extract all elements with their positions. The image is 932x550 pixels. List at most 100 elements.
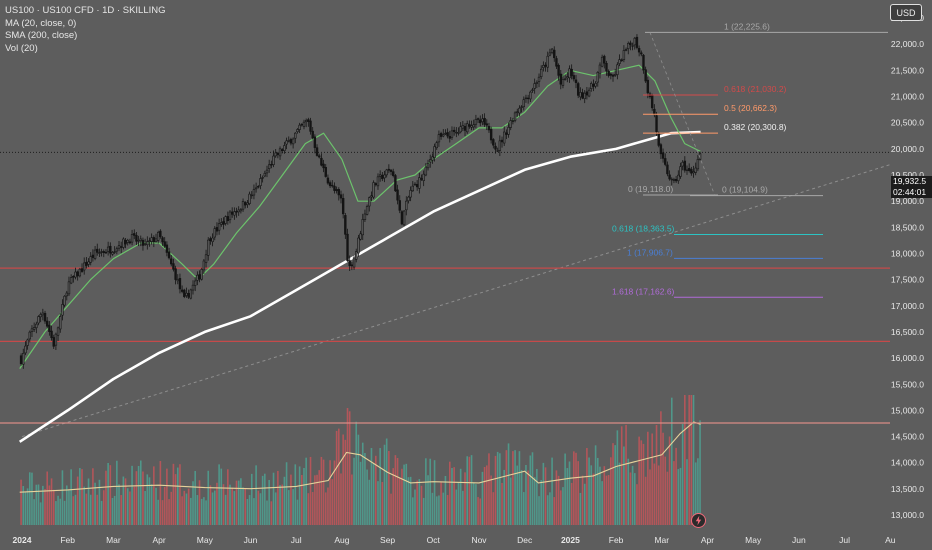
volume-bar	[536, 468, 538, 525]
candle-body	[359, 233, 362, 240]
volume-bar	[525, 464, 527, 525]
candle-body	[19, 355, 23, 365]
volume-bar	[179, 464, 181, 525]
volume-bar	[666, 471, 669, 525]
volume-bar	[518, 451, 521, 525]
candle-body	[629, 42, 632, 45]
candle-body	[594, 82, 597, 87]
volume-bar	[425, 458, 427, 525]
candle-body	[161, 237, 164, 243]
candle-body	[507, 127, 510, 135]
candle-body	[309, 120, 312, 132]
time-tick-label: Mar	[106, 535, 121, 545]
candle-body	[235, 211, 238, 213]
time-tick-label: Nov	[471, 535, 487, 545]
volume-bar	[664, 456, 667, 525]
volume-bar	[388, 450, 390, 525]
volume-bar	[359, 461, 362, 525]
volume-bar	[575, 452, 577, 525]
candle-body	[381, 174, 384, 180]
volume-bar	[211, 492, 214, 525]
candle-body	[178, 278, 182, 290]
volume-bar	[505, 450, 508, 525]
volume-bar	[427, 475, 429, 525]
volume-bar	[355, 421, 358, 525]
volume-bar	[540, 480, 542, 525]
price-tick-label: 18,500.0	[891, 222, 924, 232]
candle-body	[679, 166, 682, 177]
currency-button[interactable]: USD	[890, 4, 922, 21]
volume-bar	[42, 485, 44, 525]
candle-body	[433, 146, 436, 158]
volume-bar	[81, 469, 83, 525]
sma-indicator-label[interactable]: SMA (200, close)	[5, 30, 78, 41]
volume-bar	[218, 464, 220, 525]
candle-body	[93, 249, 97, 259]
candle-body	[333, 185, 336, 191]
volume-bar	[26, 488, 29, 525]
volume-bar	[394, 455, 397, 525]
volume-bar	[139, 460, 142, 525]
candle-body	[307, 119, 310, 122]
candle-body	[170, 258, 173, 265]
volume-bar	[46, 471, 49, 525]
volume-bar	[383, 444, 386, 525]
candle-body	[653, 108, 656, 116]
volume-bar	[516, 465, 519, 525]
symbol-title[interactable]: US100 · US100 CFD · 1D · SKILLING	[5, 5, 166, 16]
candle-body	[239, 209, 243, 212]
candle-body	[681, 161, 684, 167]
volume-bar	[379, 448, 381, 525]
candle-body	[405, 200, 408, 211]
candle-body	[196, 274, 199, 281]
volume-bar	[509, 477, 512, 525]
volume-bar	[699, 420, 701, 525]
candle-body	[522, 99, 525, 108]
candle-body	[576, 83, 580, 96]
volume-bar	[368, 479, 371, 525]
volume-bar	[35, 484, 38, 525]
volume-bar	[242, 487, 244, 525]
candle-body	[344, 215, 347, 235]
lightning-icon[interactable]	[691, 513, 706, 528]
candle-body	[28, 331, 31, 340]
ma-indicator-label[interactable]: MA (20, close, 0)	[5, 17, 77, 29]
candle-body	[202, 260, 206, 271]
candle-body	[89, 256, 92, 263]
candle-body	[664, 158, 667, 165]
candle-body	[176, 279, 179, 282]
volume-bar	[102, 490, 105, 525]
time-tick-label: May	[197, 535, 214, 545]
candle-body	[474, 118, 478, 125]
candle-body	[459, 126, 462, 133]
candle-body	[561, 78, 565, 86]
candle-body	[261, 177, 264, 179]
candle-body	[254, 187, 258, 190]
candle-body	[518, 107, 521, 114]
time-tick-label: Oct	[427, 535, 441, 545]
candle-body	[544, 64, 547, 67]
candle-body	[183, 289, 186, 297]
volume-bar	[444, 475, 447, 525]
price-tick-label: 14,500.0	[891, 432, 924, 442]
candle-body	[642, 54, 645, 71]
time-tick-label: Jul	[839, 535, 850, 545]
volume-bar	[61, 470, 64, 525]
volume-bar	[333, 460, 336, 525]
volume-bar	[213, 490, 216, 525]
volume-bar	[270, 501, 273, 525]
volume-bar	[222, 484, 225, 525]
volume-bar	[503, 469, 506, 525]
volume-bar	[562, 487, 564, 525]
volume-bar	[24, 491, 27, 525]
volume-bar	[144, 490, 146, 525]
ma20-line	[19, 64, 701, 369]
volume-bar	[681, 424, 684, 525]
candle-body	[479, 119, 482, 124]
volume-bar	[396, 457, 399, 525]
volume-indicator-label[interactable]: Vol (20)	[5, 42, 38, 54]
candle-body	[341, 198, 345, 215]
time-tick-label: Mar	[654, 535, 669, 545]
